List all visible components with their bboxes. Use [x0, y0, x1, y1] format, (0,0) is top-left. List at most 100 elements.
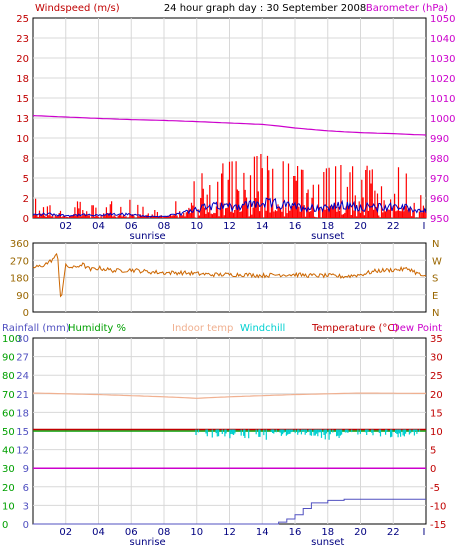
humidity-tick-label: 30: [2, 464, 15, 475]
temp-tick-label: 35: [430, 334, 443, 345]
humidity-tick-label: 40: [2, 446, 15, 457]
humidity-tick-label: 60: [2, 408, 15, 419]
dir-right-tick-label: S: [432, 274, 438, 285]
rain-tick-label: 30: [16, 334, 29, 345]
temp-x-tick-label: 02: [59, 527, 72, 538]
dir-left-tick-label: 180: [10, 274, 29, 285]
windspeed-mean-line: [32, 197, 427, 218]
baro-right-tick-label: 1020: [430, 74, 455, 85]
humidity-tick-label: 0: [2, 520, 8, 531]
baro-right-tick-label: 1040: [430, 34, 455, 45]
temp-tick-label: 10: [430, 427, 443, 438]
wind-left-tick-label: 23: [16, 34, 29, 45]
temp-x-tick-label: 04: [92, 527, 105, 538]
humidity-tick-label: 100: [2, 334, 21, 345]
baro-right-tick-label: 960: [430, 194, 449, 205]
rain-tick-label: 3: [23, 501, 29, 512]
wind-x-tick-label: 12: [223, 221, 236, 232]
rain-tick-label: 24: [16, 371, 29, 382]
temp-tick-label: 20: [430, 390, 443, 401]
temp-x-tick-label: 20: [354, 527, 367, 538]
wind-left-tick-label: 0: [23, 214, 29, 225]
chart-title: 24 hour graph day : 30 September 2008: [164, 3, 366, 14]
rain-tick-label: 0: [23, 520, 29, 531]
temp-tick-label: 25: [430, 371, 443, 382]
dir-left-tick-label: 360: [10, 239, 29, 250]
wind-x-tick-label: 06: [125, 221, 138, 232]
rain-tick-label: 27: [16, 353, 29, 364]
wind-x-tick-label: 10: [190, 221, 203, 232]
baro-right-tick-label: 1050: [430, 14, 455, 25]
baro-right-tick-label: 1010: [430, 94, 455, 105]
humidity-tick-label: 90: [2, 353, 15, 364]
dir-right-tick-label: N: [432, 239, 439, 250]
temp-x-tick-label: 12: [223, 527, 236, 538]
temp-sunset-label: sunset: [311, 537, 344, 548]
wind-x-tick-label: 14: [256, 221, 269, 232]
wind-left-tick-label: 25: [16, 14, 29, 25]
temp-x-tick-label: 16: [289, 527, 302, 538]
wind-x-tick-label: 22: [387, 221, 400, 232]
rain-tick-label: 15: [16, 427, 29, 438]
wind-direction-line: [32, 252, 427, 298]
legend-entry: Windchill: [240, 323, 285, 334]
humidity-tick-label: 80: [2, 371, 15, 382]
humidity-tick-label: 70: [2, 390, 15, 401]
barometer-line: [32, 115, 427, 136]
temp-x-end-label: I: [423, 527, 426, 538]
wind-sunset-label: sunset: [311, 231, 344, 242]
rain-tick-label: 21: [16, 390, 29, 401]
temp-tick-label: 15: [430, 408, 443, 419]
temp-tick-label: 5: [430, 446, 436, 457]
humidity-tick-label: 20: [2, 483, 15, 494]
temp-x-tick-label: 18: [321, 527, 334, 538]
temp-x-tick-label: 06: [125, 527, 138, 538]
temp-x-tick-label: 14: [256, 527, 269, 538]
temp-sunrise-label: sunrise: [130, 537, 166, 548]
dir-left-tick-label: 0: [23, 308, 29, 319]
baro-right-tick-label: 980: [430, 154, 449, 165]
wind-x-tick-label: 18: [321, 221, 334, 232]
windgust-bars: [32, 154, 427, 218]
dir-right-tick-label: W: [432, 256, 442, 267]
baro-right-tick-label: 950: [430, 214, 449, 225]
wind-left-tick-label: 13: [16, 114, 29, 125]
humidity-tick-label: 50: [2, 427, 15, 438]
wind-sunrise-label: sunrise: [130, 231, 166, 242]
temp-tick-label: 30: [430, 353, 443, 364]
temp-tick-label: -15: [430, 520, 446, 531]
dir-right-tick-label: E: [432, 291, 438, 302]
dir-right-tick-label: N: [432, 308, 439, 319]
baro-right-tick-label: 970: [430, 174, 449, 185]
baro-right-tick-label: 1030: [430, 54, 455, 65]
wind-x-tick-label: 08: [158, 221, 171, 232]
temp-x-tick-label: 10: [190, 527, 203, 538]
rain-tick-label: 18: [16, 408, 29, 419]
wind-left-tick-label: 2: [23, 194, 29, 205]
wind-left-tick-label: 10: [16, 134, 29, 145]
wind-x-end-label: I: [423, 221, 426, 232]
temp-x-tick-label: 08: [158, 527, 171, 538]
legend-entry: Dew Point: [392, 323, 442, 334]
wind-left-tick-label: 18: [16, 74, 29, 85]
wind-x-tick-label: 16: [289, 221, 302, 232]
indoor-temp-line: [33, 392, 426, 399]
wind-x-tick-label: 20: [354, 221, 367, 232]
dir-left-tick-label: 270: [10, 256, 29, 267]
rain-tick-label: 6: [23, 483, 29, 494]
legend-entry: Humidity %: [68, 323, 126, 334]
rain-tick-label: 9: [23, 464, 29, 475]
baro-right-tick-label: 1000: [430, 114, 455, 125]
baro-right-tick-label: 990: [430, 134, 449, 145]
wind-x-tick-label: 04: [92, 221, 105, 232]
rainfall-line: [33, 498, 426, 525]
legend-entry: Indoor temp: [172, 323, 233, 334]
wind-left-tick-label: 8: [23, 154, 29, 165]
legend-entry: Temperature (°C): [311, 323, 398, 334]
windchill-dips: [195, 429, 421, 440]
legend-entry: Rainfall (mm): [2, 323, 70, 334]
windspeed-axis-label: Windspeed (m/s): [35, 3, 120, 14]
temp-tick-label: 0: [430, 464, 436, 475]
